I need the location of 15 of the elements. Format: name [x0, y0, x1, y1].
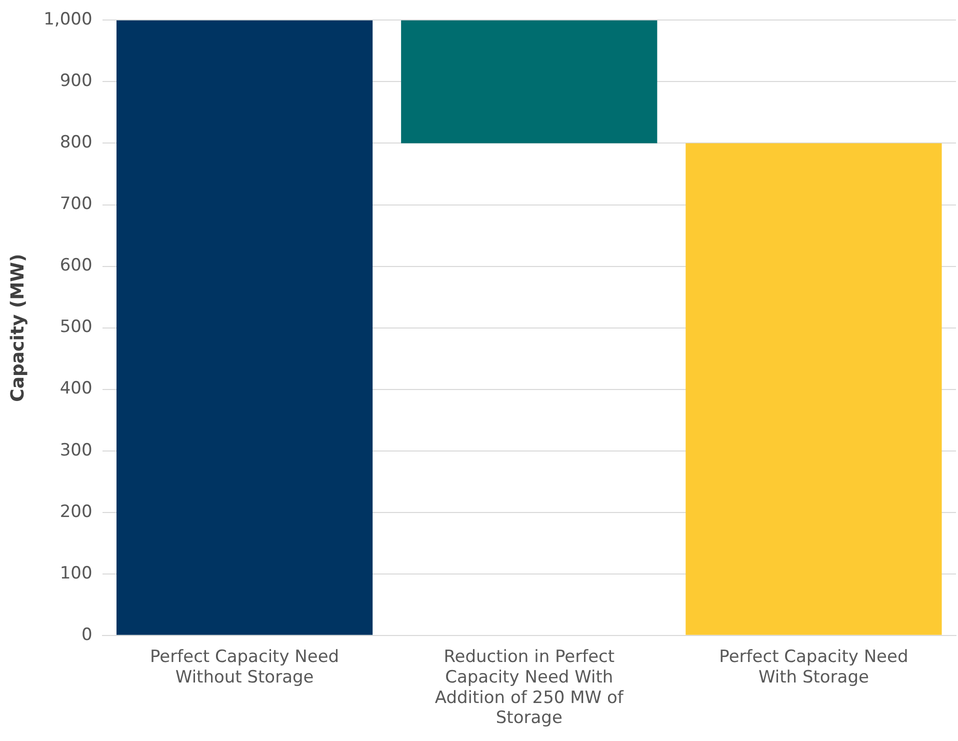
y-tick-label: 700 [60, 194, 92, 214]
x-tick-label: Perfect Capacity Need Without Storage [150, 647, 340, 688]
y-tick-label: 500 [60, 317, 92, 338]
x-tick-label: Reduction in Perfect Capacity Need With Addition of 250 MW of Storage [434, 647, 624, 728]
y-tick-label: 1,000 [44, 10, 92, 30]
y-axis-title: Capacity (MW) [7, 254, 28, 402]
y-tick-label: 200 [60, 502, 92, 522]
y-tick-label: 900 [60, 71, 92, 92]
y-tick-label: 0 [81, 624, 92, 645]
x-tick-label: Perfect Capacity Need With Storage [719, 647, 908, 688]
y-tick-label: 800 [60, 132, 92, 153]
y-tick-label: 400 [60, 378, 92, 399]
y-tick-label: 600 [60, 256, 92, 276]
y-tick-label: 300 [60, 440, 92, 460]
y-tick-label: 100 [60, 563, 92, 584]
